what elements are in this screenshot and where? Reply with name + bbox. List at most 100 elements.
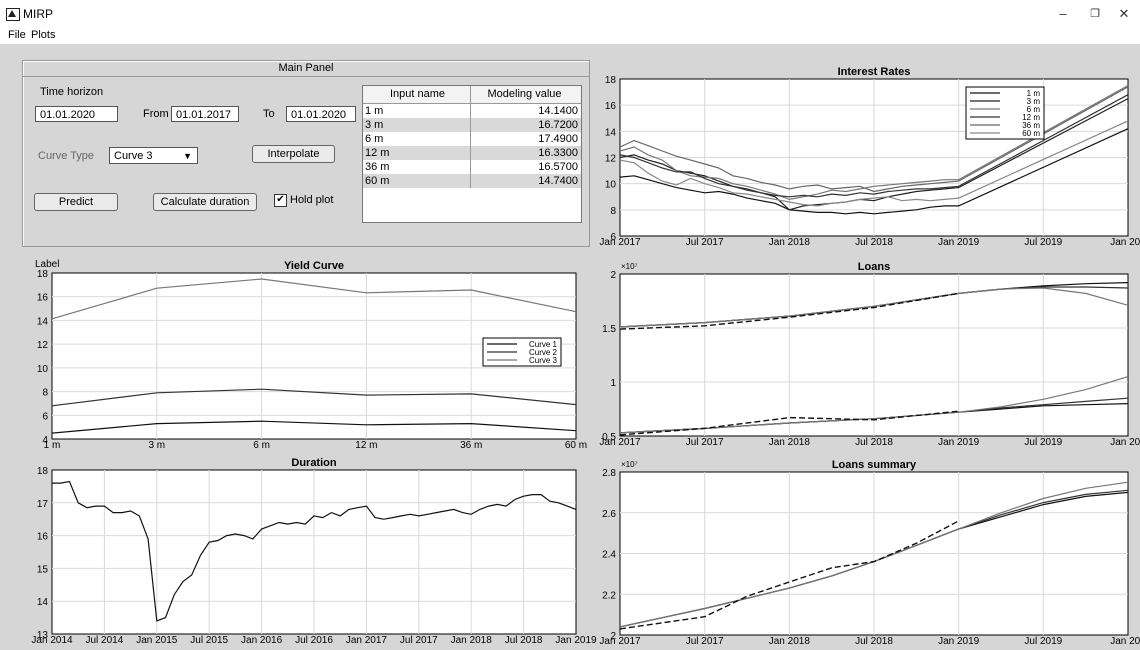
y-tick-label: 2 <box>610 631 616 642</box>
y-tick-label: 2.4 <box>602 550 616 561</box>
x-tick-label: 3 m <box>148 440 165 451</box>
table-row[interactable]: 36 m 16.5700 <box>363 160 581 174</box>
x-tick-label: Jul 2017 <box>686 237 724 248</box>
x-tick-label: Jan 2019 <box>555 635 597 646</box>
main-panel: Main Panel Time horizon 01.01.2020 From … <box>22 60 590 247</box>
y-tick-label: 12 <box>37 340 49 351</box>
row-input-name: 3 m <box>363 118 471 132</box>
x-tick-label: Jan 2018 <box>769 237 811 248</box>
legend-label: Curve 1 <box>529 340 558 349</box>
y-tick-label: 2 <box>610 270 616 281</box>
restore-button[interactable]: ❐ <box>1090 8 1100 20</box>
menu-bar: File Plots <box>0 28 1140 44</box>
x-tick-label: 60 m <box>565 440 587 451</box>
series-line <box>619 94 1129 198</box>
minimize-button[interactable]: – <box>1059 6 1067 21</box>
series-line <box>619 128 1129 215</box>
y-tick-label: 15 <box>37 564 49 575</box>
calculate-duration-button[interactable]: Calculate duration <box>153 193 257 211</box>
y-tick-label: 16 <box>605 101 617 112</box>
row-input-name: 6 m <box>363 132 471 146</box>
x-tick-label: Jan 202 <box>1110 636 1140 647</box>
y-tick-label: 13 <box>37 630 49 641</box>
y-tick-label: 2.6 <box>602 509 616 520</box>
row-modeling-value[interactable]: 16.3300 <box>538 147 578 159</box>
x-tick-label: Jan 2018 <box>769 437 811 448</box>
from-date-field[interactable]: 01.01.2017 <box>171 106 239 122</box>
legend-label: 3 m <box>1027 97 1041 106</box>
table-row[interactable]: 6 m 17.4900 <box>363 132 581 146</box>
y-tick-label: 10 <box>37 364 49 375</box>
y-tick-label: 4 <box>42 435 48 446</box>
x-tick-label: Jan 2018 <box>451 635 493 646</box>
x-tick-label: Jan 2017 <box>599 237 641 248</box>
predict-button[interactable]: Predict <box>34 193 118 211</box>
x-tick-label: Jan 2015 <box>136 635 178 646</box>
dropdown-arrow-icon: ▼ <box>183 151 192 161</box>
legend-box <box>965 86 1045 140</box>
y-tick-label: 10 <box>605 180 617 191</box>
chart-title: Interest Rates <box>838 66 911 78</box>
time-horizon-field[interactable]: 01.01.2020 <box>35 106 118 122</box>
checkmark-icon: ✔ <box>276 194 285 205</box>
y-tick-label: 14 <box>37 597 49 608</box>
y-tick-label: 18 <box>605 75 617 86</box>
series-line <box>619 376 1129 434</box>
hold-plot-checkbox[interactable]: ✔ <box>274 194 287 207</box>
column-header-modeling-value: Modeling value <box>487 88 562 100</box>
menu-plots[interactable]: Plots <box>31 29 56 41</box>
to-label: To <box>263 108 275 120</box>
series-line <box>619 292 959 330</box>
y-tick-label: 1 <box>610 378 616 389</box>
x-tick-label: Jul 2019 <box>1024 636 1062 647</box>
x-tick-label: 12 m <box>355 440 377 451</box>
main-panel-title: Main Panel <box>23 61 589 77</box>
y-tick-label: 16 <box>37 293 49 304</box>
row-modeling-value[interactable]: 17.4900 <box>538 133 578 145</box>
x-tick-label: Jul 2018 <box>855 437 893 448</box>
legend-label: Curve 3 <box>529 356 558 365</box>
table-row[interactable]: 3 m 16.7200 <box>363 118 581 132</box>
from-label: From <box>143 108 169 120</box>
window-title: MIRP <box>23 7 53 21</box>
table-row[interactable]: 1 m 14.1400 <box>363 104 581 118</box>
y-tick-label: 8 <box>42 388 48 399</box>
x-tick-label: Jul 2017 <box>400 635 438 646</box>
row-modeling-value[interactable]: 14.1400 <box>538 105 578 117</box>
x-tick-label: Jul 2017 <box>686 636 724 647</box>
table-row[interactable]: 60 m 14.7400 <box>363 174 581 188</box>
row-modeling-value[interactable]: 16.5700 <box>538 161 578 173</box>
series-line <box>619 410 959 436</box>
chart-title: Loans summary <box>832 459 917 471</box>
y-tick-label: 6 <box>610 232 616 243</box>
y-tick-label: 8 <box>610 206 616 217</box>
x-tick-label: 36 m <box>460 440 482 451</box>
x-tick-label: Jul 2015 <box>190 635 228 646</box>
to-date-field[interactable]: 01.01.2020 <box>286 106 356 122</box>
row-modeling-value[interactable]: 16.7200 <box>538 119 578 131</box>
curve-type-value: Curve 3 <box>114 150 153 162</box>
table-row[interactable]: 12 m 16.3300 <box>363 146 581 160</box>
curve-type-select[interactable]: Curve 3 ▼ <box>109 147 198 164</box>
row-modeling-value[interactable]: 14.7400 <box>538 175 578 187</box>
column-header-input-name: Input name <box>363 86 471 103</box>
row-input-name: 12 m <box>363 146 471 160</box>
chart-title: Loans <box>858 261 890 273</box>
series-line <box>619 520 960 630</box>
app-icon <box>6 8 20 21</box>
x-tick-label: Jul 2018 <box>855 636 893 647</box>
y-tick-label: 2.2 <box>602 590 616 601</box>
legend-label: 6 m <box>1027 105 1041 114</box>
y-tick-label: 18 <box>37 466 49 477</box>
y-tick-label: 12 <box>605 154 617 165</box>
x-tick-label: Jan 2019 <box>938 636 980 647</box>
series-line <box>619 287 1129 328</box>
legend-label: 1 m <box>1027 89 1041 98</box>
y-exponent-label: ×10⁷ <box>621 460 638 469</box>
interpolate-button[interactable]: Interpolate <box>252 145 335 163</box>
menu-file[interactable]: File <box>8 29 26 41</box>
close-button[interactable]: ✕ <box>1118 6 1130 21</box>
row-input-name: 1 m <box>363 104 471 118</box>
legend-label: 60 m <box>1022 129 1040 138</box>
series-line <box>51 388 577 407</box>
